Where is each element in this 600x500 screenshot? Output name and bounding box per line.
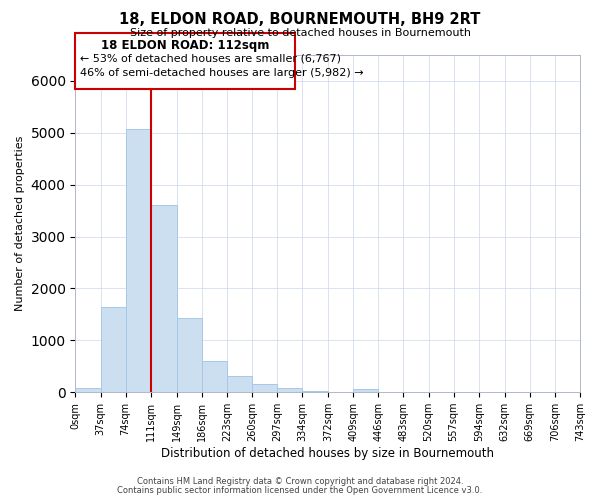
- Text: ← 53% of detached houses are smaller (6,767): ← 53% of detached houses are smaller (6,…: [80, 54, 341, 64]
- Bar: [353, 390, 378, 392]
- Text: 46% of semi-detached houses are larger (5,982) →: 46% of semi-detached houses are larger (…: [80, 68, 364, 78]
- Text: 18 ELDON ROAD: 112sqm: 18 ELDON ROAD: 112sqm: [101, 39, 269, 52]
- Bar: [101, 306, 125, 392]
- Bar: [227, 376, 252, 392]
- X-axis label: Distribution of detached houses by size in Bournemouth: Distribution of detached houses by size …: [161, 447, 494, 460]
- Bar: [202, 360, 227, 392]
- Text: 18, ELDON ROAD, BOURNEMOUTH, BH9 2RT: 18, ELDON ROAD, BOURNEMOUTH, BH9 2RT: [119, 12, 481, 28]
- FancyBboxPatch shape: [76, 33, 295, 88]
- Text: Contains public sector information licensed under the Open Government Licence v3: Contains public sector information licen…: [118, 486, 482, 495]
- Bar: [76, 388, 101, 392]
- Bar: [302, 390, 328, 392]
- Bar: [277, 388, 302, 392]
- Bar: [176, 318, 202, 392]
- Bar: [252, 384, 277, 392]
- Bar: [151, 206, 176, 392]
- Text: Size of property relative to detached houses in Bournemouth: Size of property relative to detached ho…: [130, 28, 470, 38]
- Text: Contains HM Land Registry data © Crown copyright and database right 2024.: Contains HM Land Registry data © Crown c…: [137, 477, 463, 486]
- Y-axis label: Number of detached properties: Number of detached properties: [15, 136, 25, 312]
- Bar: [125, 129, 151, 392]
